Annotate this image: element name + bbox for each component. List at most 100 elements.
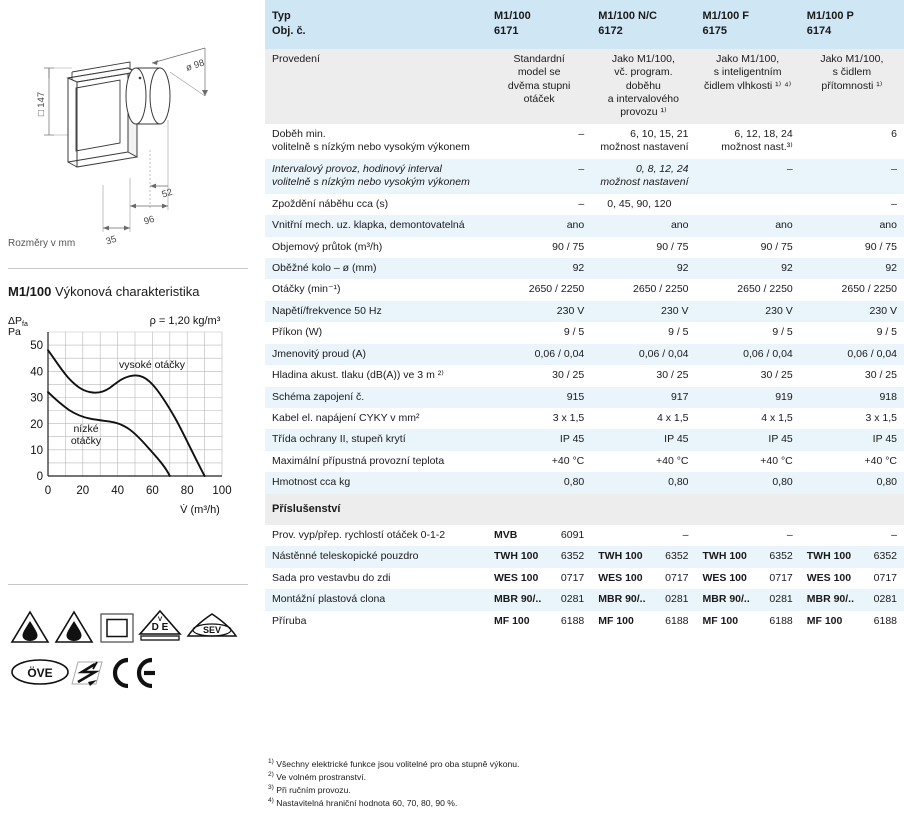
row-value-1: 90 / 75 [487,236,592,258]
row-value-1: – [487,193,592,216]
accessory-product-name: MBR 90/.. [806,593,855,606]
accessory-cell-4: TWH 100 6352 [799,546,904,568]
row-value-2: 2650 / 2250 [591,279,696,301]
accessory-cell-3: WES 100 0717 [695,567,800,590]
row-value-2: +40 °C [591,450,696,473]
row-value-3: 90 / 75 [695,236,800,258]
accessory-cell-3: – [695,524,800,547]
row-value-2: 0, 8, 12, 24 možnost nastavení [591,158,696,194]
row-value-3: ano [695,215,800,237]
row-value-2: 92 [591,257,696,280]
product-technical-drawing: □ 147 ø 98 35 96 52 [0,0,265,252]
row-label: Napětí/frekvence 50 Hz [265,300,487,323]
y-tick-40: 40 [30,367,43,379]
accessory-label: Montážní plastová clona [265,589,487,611]
y-tick-10: 10 [30,445,43,457]
accessory-product-name: WES 100 [598,571,643,584]
footnote-mark: 1) [268,758,274,765]
table-row: Hladina akust. tlaku (dB(A)) ve 3 m ²⁾ 30… [265,365,904,387]
specification-table-wrap: Typ Obj. č. M1/100 6171 M1/100 N/C 6172 M1/100… [265,0,904,633]
accessory-cell-4: – [799,524,904,547]
row-value-4: Jako M1/100, s čidlem přítomnosti ¹⁾ [799,48,904,124]
accessories-header-spacer-2 [591,493,696,525]
row-label: Jmenovitý proud (A) [265,343,487,366]
accessory-order-number: 6352 [769,550,793,563]
accessory-order-number: 0281 [769,593,793,606]
dim-diameter-label: ø 98 [184,57,205,73]
row-value-1: Standardní model se dvěma stupni otáček [487,48,592,124]
accessory-product-name: WES 100 [494,571,539,584]
row-value-1: 0,80 [487,472,592,494]
row-value-1: 0,06 / 0,04 [487,343,592,366]
table-row: Intervalový provoz, hodinový interval vol… [265,158,904,194]
accessory-cell-inner: MBR 90/.. 0281 [807,593,897,606]
row-value-2: 4 x 1,5 [591,408,696,430]
accessory-label: Příruba [265,610,487,633]
accessory-product-name: MF 100 [702,614,739,627]
accessory-cell-2: MF 100 6188 [591,610,696,633]
row-value-2: 0, 45, 90, 120 [591,193,800,216]
accessory-cell-4: MF 100 6188 [799,610,904,633]
row-label: Třída ochrany II, stupeň krytí [265,429,487,451]
table-row: Třída ochrany II, stupeň krytí IP 45 IP 45… [265,429,904,451]
row-value-1: 92 [487,257,592,280]
accessory-dash: – [786,528,793,541]
accessory-cell-inner: WES 100 0717 [494,572,584,585]
dim-height-label: □ 147 [36,92,47,116]
row-label: Maximální přípustná provozní teplota [265,450,487,473]
accessory-cell-inner: TWH 100 6352 [703,550,793,563]
series-label-high-speed: vysoké otáčky [119,359,186,371]
accessory-dash: – [682,528,689,541]
row-value-3: Jako M1/100, s inteligentním čidlem vlhkos… [695,48,800,124]
footnote-mark: 4) [268,797,274,805]
divider-bottom [8,584,248,585]
accessory-product-name: TWH 100 [494,550,539,563]
footnote-mark: 2) [268,771,274,779]
certification-svg: D E V SEV ÖVE [10,609,238,689]
divider-top [8,268,248,269]
row-value-4: 9 / 5 [799,322,904,344]
row-value-1: 230 V [487,300,592,323]
accessory-row: Příruba MF 100 6188 MF 100 6188 MF 100 6188 MF … [265,610,904,633]
row-value-4: 6 [799,123,904,159]
accessory-order-number: 6352 [665,550,689,563]
row-value-4: 0,06 / 0,04 [799,343,904,366]
row-label: Otáčky (min⁻¹) [265,279,487,301]
row-value-1: +40 °C [487,450,592,473]
row-value-3: 30 / 25 [695,365,800,387]
curve-high-speed [47,349,206,477]
row-value-1: – [487,123,592,159]
header-label-cell: Typ Obj. č. [265,0,487,49]
x-tick-80: 80 [181,485,194,497]
x-tick-40: 40 [111,485,124,497]
row-value-3: 0,06 / 0,04 [695,343,800,366]
row-value-2: ano [591,215,696,237]
accessory-label: Sada pro vestavbu do zdi [265,567,487,590]
splash-water-drop-triangle-icon [10,610,50,643]
accessory-row: Prov. vyp/přep. rychlostí otáček 0-1-2 MV… [265,524,904,547]
row-value-4: 0,80 [799,472,904,494]
row-value-3: IP 45 [695,429,800,451]
certification-marks: D E V SEV ÖVE [0,600,265,740]
row-value-3: 9 / 5 [695,322,800,344]
accessory-order-number: 0281 [873,593,897,606]
row-value-3: 4 x 1,5 [695,408,800,430]
accessory-cell-inner: WES 100 0717 [807,572,897,585]
row-value-3: 919 [695,386,800,408]
x-tick-100: 100 [212,485,231,497]
x-tick-60: 60 [146,485,159,497]
ce-mark-icon [112,657,155,689]
accessory-order-number: 6352 [560,550,585,563]
accessory-cell-inner: WES 100 0717 [703,572,793,585]
accessory-cell-2: – [591,524,696,547]
table-row: Schéma zapojení č. 915 917 919 918 [265,386,904,408]
row-value-2: 30 / 25 [591,365,696,387]
row-value-1: 9 / 5 [487,322,592,344]
airflow-mark-icon [71,661,103,686]
row-value-1: 3 x 1,5 [487,408,592,430]
row-value-4: – [799,158,904,194]
accessory-cell-inner: TWH 100 6352 [598,550,688,563]
accessory-product-name: WES 100 [702,571,747,584]
accessory-cell-inner: MF 100 6188 [494,615,584,628]
chart-title: M1/100 Výkonová charakteristika [8,284,200,299]
